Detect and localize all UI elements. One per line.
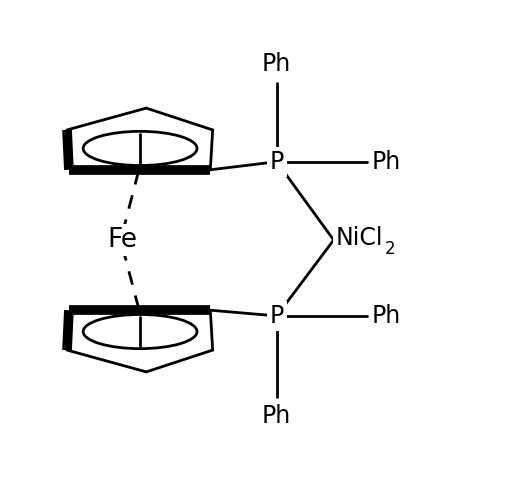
Text: NiCl: NiCl bbox=[335, 226, 383, 250]
Text: Ph: Ph bbox=[371, 304, 401, 328]
Text: Ph: Ph bbox=[262, 404, 291, 428]
Text: Ph: Ph bbox=[371, 150, 401, 174]
Text: P: P bbox=[270, 150, 284, 174]
Text: P: P bbox=[270, 304, 284, 328]
Text: Ph: Ph bbox=[262, 52, 291, 76]
Text: 2: 2 bbox=[385, 240, 395, 258]
Text: Fe: Fe bbox=[108, 227, 138, 253]
